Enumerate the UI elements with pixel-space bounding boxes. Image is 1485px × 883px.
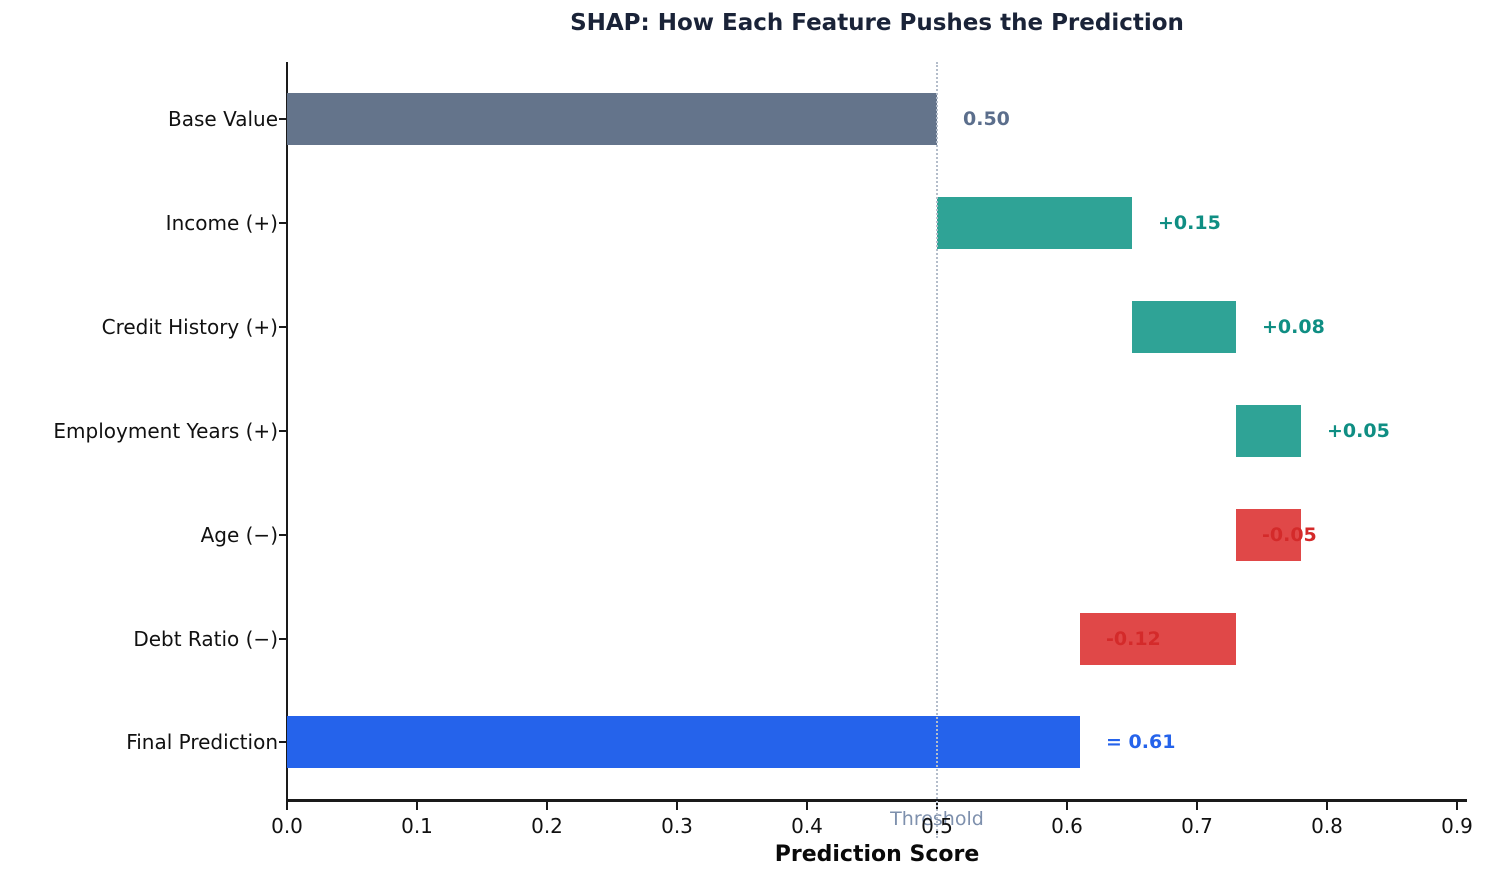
y-tick-mark bbox=[279, 741, 287, 744]
bar-value-label-final-prediction: = 0.61 bbox=[1106, 731, 1176, 754]
x-tick-label: 0.0 bbox=[271, 814, 303, 838]
bar-final-prediction bbox=[287, 716, 1080, 769]
y-axis-label-debt-ratio: Debt Ratio (−) bbox=[133, 626, 278, 651]
bar-value-label-debt-ratio: -0.12 bbox=[1106, 627, 1161, 650]
y-axis-label-income: Income (+) bbox=[165, 210, 278, 235]
x-tick-mark bbox=[676, 802, 678, 810]
bar-value-label-credit-history: +0.08 bbox=[1262, 315, 1325, 338]
bar-debt-ratio bbox=[1080, 612, 1236, 665]
y-axis-label-age: Age (−) bbox=[200, 522, 278, 547]
bar-credit-history bbox=[1132, 300, 1236, 353]
x-tick-mark bbox=[1456, 802, 1458, 810]
x-tick-mark bbox=[806, 802, 808, 810]
bar-income bbox=[937, 196, 1132, 249]
x-tick-label: 0.8 bbox=[1311, 814, 1343, 838]
x-axis-spine bbox=[287, 799, 1467, 802]
x-tick-label: 0.3 bbox=[661, 814, 693, 838]
x-tick-mark bbox=[286, 802, 288, 810]
y-tick-mark bbox=[279, 637, 287, 640]
bar-value-label-income: +0.15 bbox=[1158, 211, 1221, 234]
y-axis-label-base-value: Base Value bbox=[168, 107, 278, 131]
y-axis-spine bbox=[286, 62, 288, 802]
chart-title: SHAP: How Each Feature Pushes the Predic… bbox=[570, 10, 1184, 36]
x-tick-mark bbox=[1326, 802, 1328, 810]
bar-base-value bbox=[287, 93, 937, 145]
y-tick-mark bbox=[279, 118, 287, 120]
x-tick-label: 0.9 bbox=[1441, 814, 1473, 838]
y-axis-label-credit-history: Credit History (+) bbox=[101, 314, 278, 339]
x-tick-label: 0.2 bbox=[531, 814, 563, 838]
bar-value-label-age: -0.05 bbox=[1262, 523, 1317, 546]
bar-employment-years bbox=[1236, 404, 1301, 457]
x-tick-mark bbox=[1196, 802, 1198, 810]
x-tick-mark bbox=[1066, 802, 1068, 810]
threshold-line bbox=[936, 62, 938, 838]
y-tick-mark bbox=[279, 533, 287, 536]
x-tick-mark bbox=[546, 802, 548, 810]
x-tick-label: 0.7 bbox=[1181, 814, 1213, 838]
x-tick-label: 0.1 bbox=[401, 814, 433, 838]
y-tick-mark bbox=[279, 221, 287, 224]
bar-age bbox=[1236, 508, 1301, 561]
y-tick-mark bbox=[279, 429, 287, 432]
y-axis-label-final-prediction: Final Prediction bbox=[126, 730, 278, 755]
bar-value-label-base-value: 0.50 bbox=[963, 108, 1010, 130]
x-tick-label: 0.6 bbox=[1051, 814, 1083, 838]
x-axis-title: Prediction Score bbox=[774, 842, 980, 867]
x-tick-label: 0.4 bbox=[791, 814, 823, 838]
y-axis-label-employment-years: Employment Years (+) bbox=[53, 418, 278, 443]
y-tick-mark bbox=[279, 325, 287, 328]
x-tick-mark bbox=[416, 802, 418, 810]
bar-value-label-employment-years: +0.05 bbox=[1327, 419, 1390, 442]
